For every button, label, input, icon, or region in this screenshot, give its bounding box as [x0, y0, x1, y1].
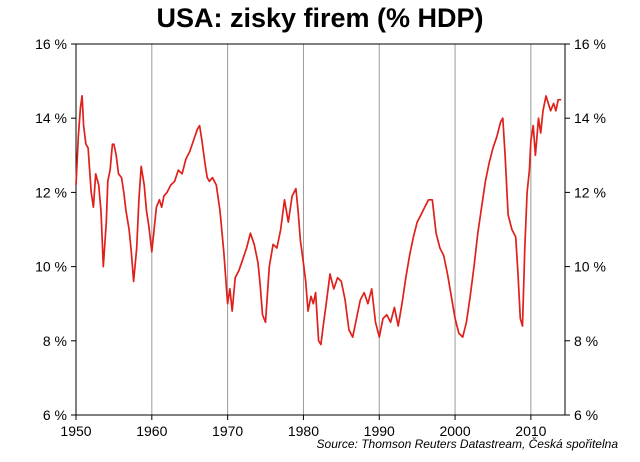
y-tick-label-left: 6 %	[43, 407, 67, 423]
y-tick-label-right: 8 %	[574, 333, 598, 349]
x-tick-label: 1950	[60, 423, 91, 439]
y-tick-label-right: 6 %	[574, 407, 598, 423]
y-tick-label-left: 16 %	[35, 36, 67, 52]
left-y-axis: 6 % 8 % 10 % 12 % 14 % 16 %	[35, 36, 67, 423]
right-y-axis: 6 % 8 % 10 % 12 % 14 % 16 %	[574, 36, 606, 423]
x-tick-label: 1970	[212, 423, 243, 439]
y-tick-label-left: 12 %	[35, 184, 67, 200]
y-tick-label-left: 8 %	[43, 333, 67, 349]
y-tick-label-right: 10 %	[574, 259, 606, 275]
y-tick-label-right: 14 %	[574, 110, 606, 126]
y-tick-label-left: 14 %	[35, 110, 67, 126]
chart-title: USA: zisky firem (% HDP)	[156, 3, 484, 33]
x-tick-label: 1980	[288, 423, 319, 439]
x-tick-label: 2010	[515, 423, 546, 439]
x-tick-label: 2000	[439, 423, 470, 439]
plot-frame	[75, 43, 566, 416]
y-tick-label-right: 12 %	[574, 184, 606, 200]
x-tick-label: 1990	[364, 423, 395, 439]
tick-marks	[71, 43, 570, 420]
x-tick-label: 1960	[136, 423, 167, 439]
gridlines	[151, 44, 532, 415]
x-axis: 1950 1960 1970 1980 1990 2000 2010	[60, 423, 546, 439]
y-tick-label-right: 16 %	[574, 36, 606, 52]
y-tick-label-left: 10 %	[35, 259, 67, 275]
series-line	[75, 95, 562, 346]
source-note: Source: Thomson Reuters Datastream, Česk…	[316, 437, 618, 451]
